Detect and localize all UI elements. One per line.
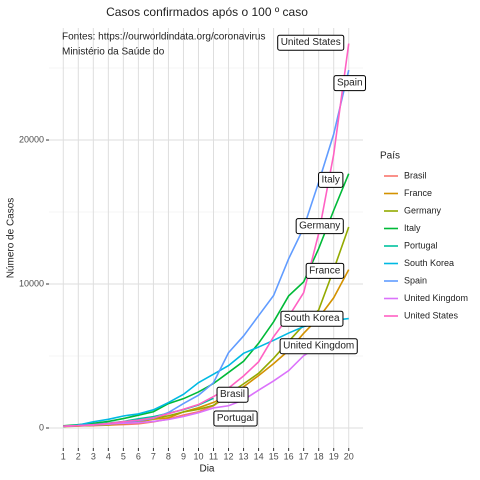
annotation: Fontes: https://ourworldindata.org/coron… bbox=[62, 32, 265, 43]
series-end-label: Germany bbox=[295, 218, 344, 235]
x-tick-label: 18 bbox=[314, 451, 324, 461]
x-axis-label: Dia bbox=[199, 464, 214, 475]
series-end-label-text: Italy bbox=[322, 174, 340, 185]
series-line bbox=[63, 43, 350, 427]
annotation: Ministério da Saúde do bbox=[62, 47, 165, 58]
x-tick-label: 16 bbox=[284, 451, 294, 461]
label-box bbox=[318, 171, 344, 188]
series-end-label-text: Germany bbox=[299, 221, 340, 232]
series-end-label: South Korea bbox=[280, 310, 344, 327]
x-tick-label: 2 bbox=[76, 451, 81, 461]
legend-label: Germany bbox=[404, 205, 442, 215]
x-tick-label: 7 bbox=[151, 451, 156, 461]
series-end-label: United States bbox=[277, 34, 345, 51]
label-box bbox=[333, 75, 367, 92]
x-tick-label: 4 bbox=[106, 451, 111, 461]
label-box bbox=[213, 410, 258, 427]
series-line bbox=[63, 173, 350, 427]
series-end-label: United Kingdom bbox=[279, 338, 358, 355]
x-tick-label: 9 bbox=[181, 451, 186, 461]
legend-label: South Korea bbox=[404, 258, 454, 268]
series-end-label-text: France bbox=[309, 265, 341, 276]
x-tick-label: 17 bbox=[299, 451, 309, 461]
label-box bbox=[295, 218, 344, 235]
x-tick-label: 12 bbox=[224, 451, 234, 461]
x-tick-label: 3 bbox=[91, 451, 96, 461]
x-tick-label: 1 bbox=[61, 451, 66, 461]
series-end-label-text: United Kingdom bbox=[283, 341, 354, 352]
label-box bbox=[277, 34, 345, 51]
label-box bbox=[305, 262, 345, 279]
series-line bbox=[63, 317, 349, 428]
x-tick-label: 11 bbox=[209, 451, 218, 461]
series-end-label-text: United States bbox=[281, 37, 341, 48]
legend-title: País bbox=[380, 151, 400, 162]
y-tick-label: 20000 bbox=[19, 134, 44, 144]
x-tick-label: 10 bbox=[193, 451, 203, 461]
legend-label: France bbox=[404, 188, 432, 198]
series-end-label: Italy bbox=[318, 171, 344, 188]
y-tick-label: 10000 bbox=[19, 278, 44, 288]
legend-label: Brasil bbox=[404, 170, 427, 180]
legend-label: Portugal bbox=[404, 240, 438, 250]
label-box bbox=[279, 338, 358, 355]
x-tick-label: 5 bbox=[121, 451, 126, 461]
legend-label: Italy bbox=[404, 223, 421, 233]
series-end-label: Spain bbox=[333, 75, 367, 92]
label-box bbox=[216, 386, 249, 403]
legend-label: United Kingdom bbox=[404, 293, 468, 303]
series-end-label-text: Spain bbox=[337, 78, 363, 89]
series-end-label-text: Brasil bbox=[220, 389, 245, 400]
grid bbox=[49, 28, 363, 448]
x-tick-label: 6 bbox=[136, 451, 141, 461]
chart-title: Casos confirmados após o 100 º caso bbox=[106, 5, 308, 19]
x-tick-label: 14 bbox=[254, 451, 264, 461]
y-tick-label: 0 bbox=[39, 422, 44, 432]
series-end-label-text: South Korea bbox=[284, 313, 340, 324]
label-box bbox=[280, 310, 344, 327]
y-axis-label: Número de Casos bbox=[6, 198, 17, 279]
x-tick-label: 8 bbox=[166, 451, 171, 461]
series-end-label: France bbox=[305, 262, 345, 279]
legend-label: United States bbox=[404, 310, 459, 320]
series-end-label-text: Portugal bbox=[217, 413, 254, 424]
x-tick-label: 15 bbox=[269, 451, 279, 461]
x-tick-label: 19 bbox=[329, 451, 339, 461]
x-tick-label: 20 bbox=[344, 451, 354, 461]
x-tick-label: 13 bbox=[239, 451, 249, 461]
series-end-label: Brasil bbox=[216, 386, 249, 403]
legend-label: Spain bbox=[404, 275, 427, 285]
series-end-label: Portugal bbox=[213, 410, 258, 427]
